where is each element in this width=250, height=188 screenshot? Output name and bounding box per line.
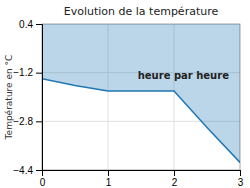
line xyxy=(42,79,240,163)
plot-frame xyxy=(42,24,240,170)
y-axis: 0.4 −1.2 −2.8 −4.4 xyxy=(13,19,42,176)
tick: −1.2 xyxy=(13,67,42,78)
tick-mark xyxy=(36,73,42,74)
tick: 0 xyxy=(40,170,46,188)
tick: 1 xyxy=(106,170,112,188)
tick-label: 0.4 xyxy=(19,19,33,30)
tick-label: −2.8 xyxy=(13,116,33,127)
axis-line xyxy=(43,171,241,177)
area xyxy=(42,24,240,162)
tick-mark xyxy=(36,121,42,122)
tick-label: 3 xyxy=(238,177,244,188)
tick: −4.4 xyxy=(13,165,42,176)
tick-label: 2 xyxy=(172,177,178,188)
annotation: heure par heure xyxy=(138,70,229,81)
tick-label: 0 xyxy=(40,177,46,188)
chart: 0 1 2 3 0.4 −1.2 −2.8 −4.4 heure par heure Evolut… xyxy=(0,0,250,188)
tick: −2.8 xyxy=(13,116,42,127)
y-axis-title: Température en °C xyxy=(4,55,14,141)
tick-mark xyxy=(174,170,175,176)
tick-mark xyxy=(108,170,109,176)
marks xyxy=(42,24,240,162)
plot-area: 0 1 2 3 0.4 −1.2 −2.8 −4.4 heure par heure xyxy=(13,19,243,188)
tick-label: −1.2 xyxy=(13,67,33,78)
grid xyxy=(42,24,240,170)
tick-mark xyxy=(36,24,42,25)
tick-mark xyxy=(36,170,42,171)
tick-mark xyxy=(240,170,241,176)
tick-label: 1 xyxy=(106,177,112,188)
tick: 3 xyxy=(238,170,244,188)
x-axis: 0 1 2 3 xyxy=(40,170,244,188)
tick: 2 xyxy=(172,170,178,188)
tick: 0.4 xyxy=(19,19,42,30)
title: Evolution de la température xyxy=(64,5,219,18)
tick-label: −4.4 xyxy=(13,165,33,176)
